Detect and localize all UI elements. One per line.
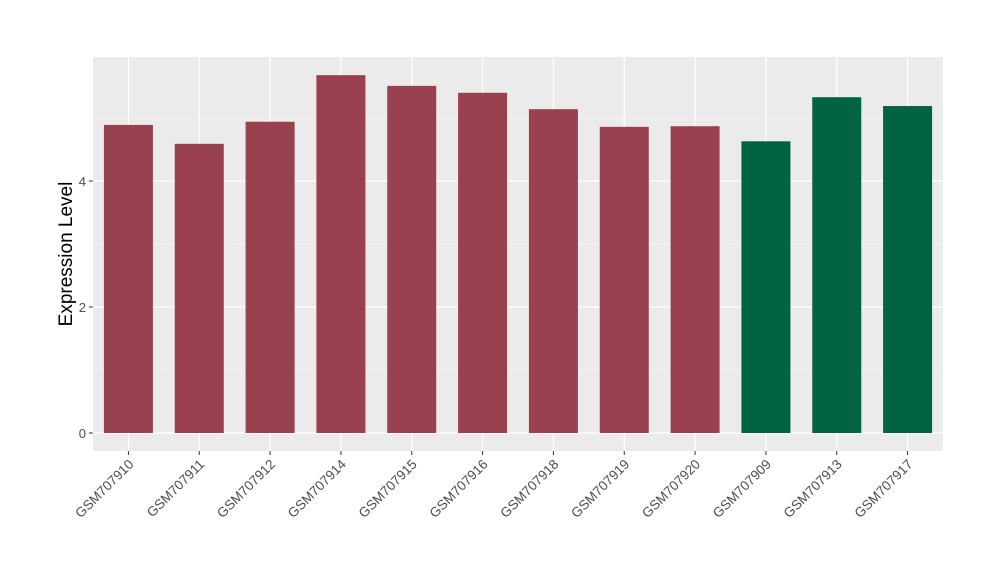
bar-GSM707920 [670,126,720,433]
y-tick-label: 2 [79,300,86,315]
y-tick-label: 4 [79,174,86,189]
y-tick-label: 0 [79,426,86,441]
bar-GSM707915 [387,85,437,434]
x-tick-label: GSM707914 [285,456,350,521]
x-tick-label: GSM707915 [356,457,420,521]
bar-GSM707914 [316,75,366,433]
x-tick-label: GSM707911 [144,457,208,521]
bar-GSM707911 [174,143,224,433]
bar-GSM707909 [741,141,791,433]
plot-panel [93,57,943,451]
x-tick-label: GSM707910 [72,457,136,521]
x-tick-label: GSM707912 [214,457,278,521]
bar-GSM707918 [528,109,578,434]
bar-GSM707910 [103,124,153,434]
x-tick-label: GSM707913 [781,457,845,521]
x-tick-label: GSM707920 [639,457,703,521]
y-axis-label: Expression Level [56,182,77,327]
x-tick-label: GSM707917 [851,457,915,521]
bar-GSM707916 [458,92,508,434]
x-tick-label: GSM707918 [497,457,561,521]
x-tick-label: GSM707916 [426,457,490,521]
x-tick-label: GSM707919 [568,457,632,521]
x-tick-label: GSM707909 [710,457,774,521]
bar-GSM707912 [245,121,295,433]
bar-GSM707919 [599,126,649,433]
bar-GSM707913 [812,97,862,434]
bar-GSM707917 [883,106,933,433]
